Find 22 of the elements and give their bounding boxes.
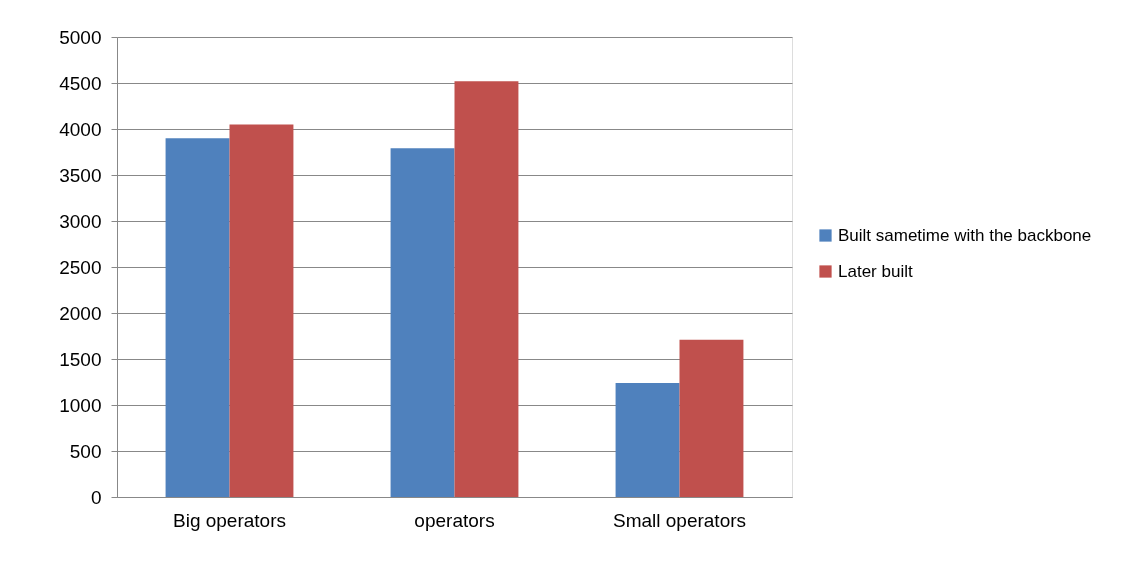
x-tick-label: Big operators (172, 509, 287, 531)
bar (229, 124, 294, 497)
x-tick-label: operators (414, 509, 495, 531)
y-tick-label: 2000 (59, 302, 102, 324)
bar (165, 138, 230, 497)
bar (679, 339, 744, 497)
bar (390, 148, 455, 497)
y-tick-label: 4500 (59, 72, 102, 94)
legend-label: Later built (838, 261, 913, 281)
y-tick-label: 4000 (59, 118, 102, 140)
x-tick-label: Small operators (612, 509, 747, 531)
y-tick-label: 3500 (59, 164, 102, 186)
y-tick-label: 0 (90, 486, 102, 508)
y-tick-label: 1500 (59, 348, 102, 370)
y-tick-label: 1000 (59, 394, 102, 416)
y-tick-label: 500 (69, 440, 102, 462)
y-tick-label: 3000 (59, 210, 102, 232)
bar (454, 81, 519, 497)
bar (615, 382, 680, 497)
legend-label: Built sametime with the backbone (838, 225, 1092, 245)
y-tick-label: 2500 (59, 256, 102, 278)
y-tick-label: 5000 (59, 26, 102, 48)
